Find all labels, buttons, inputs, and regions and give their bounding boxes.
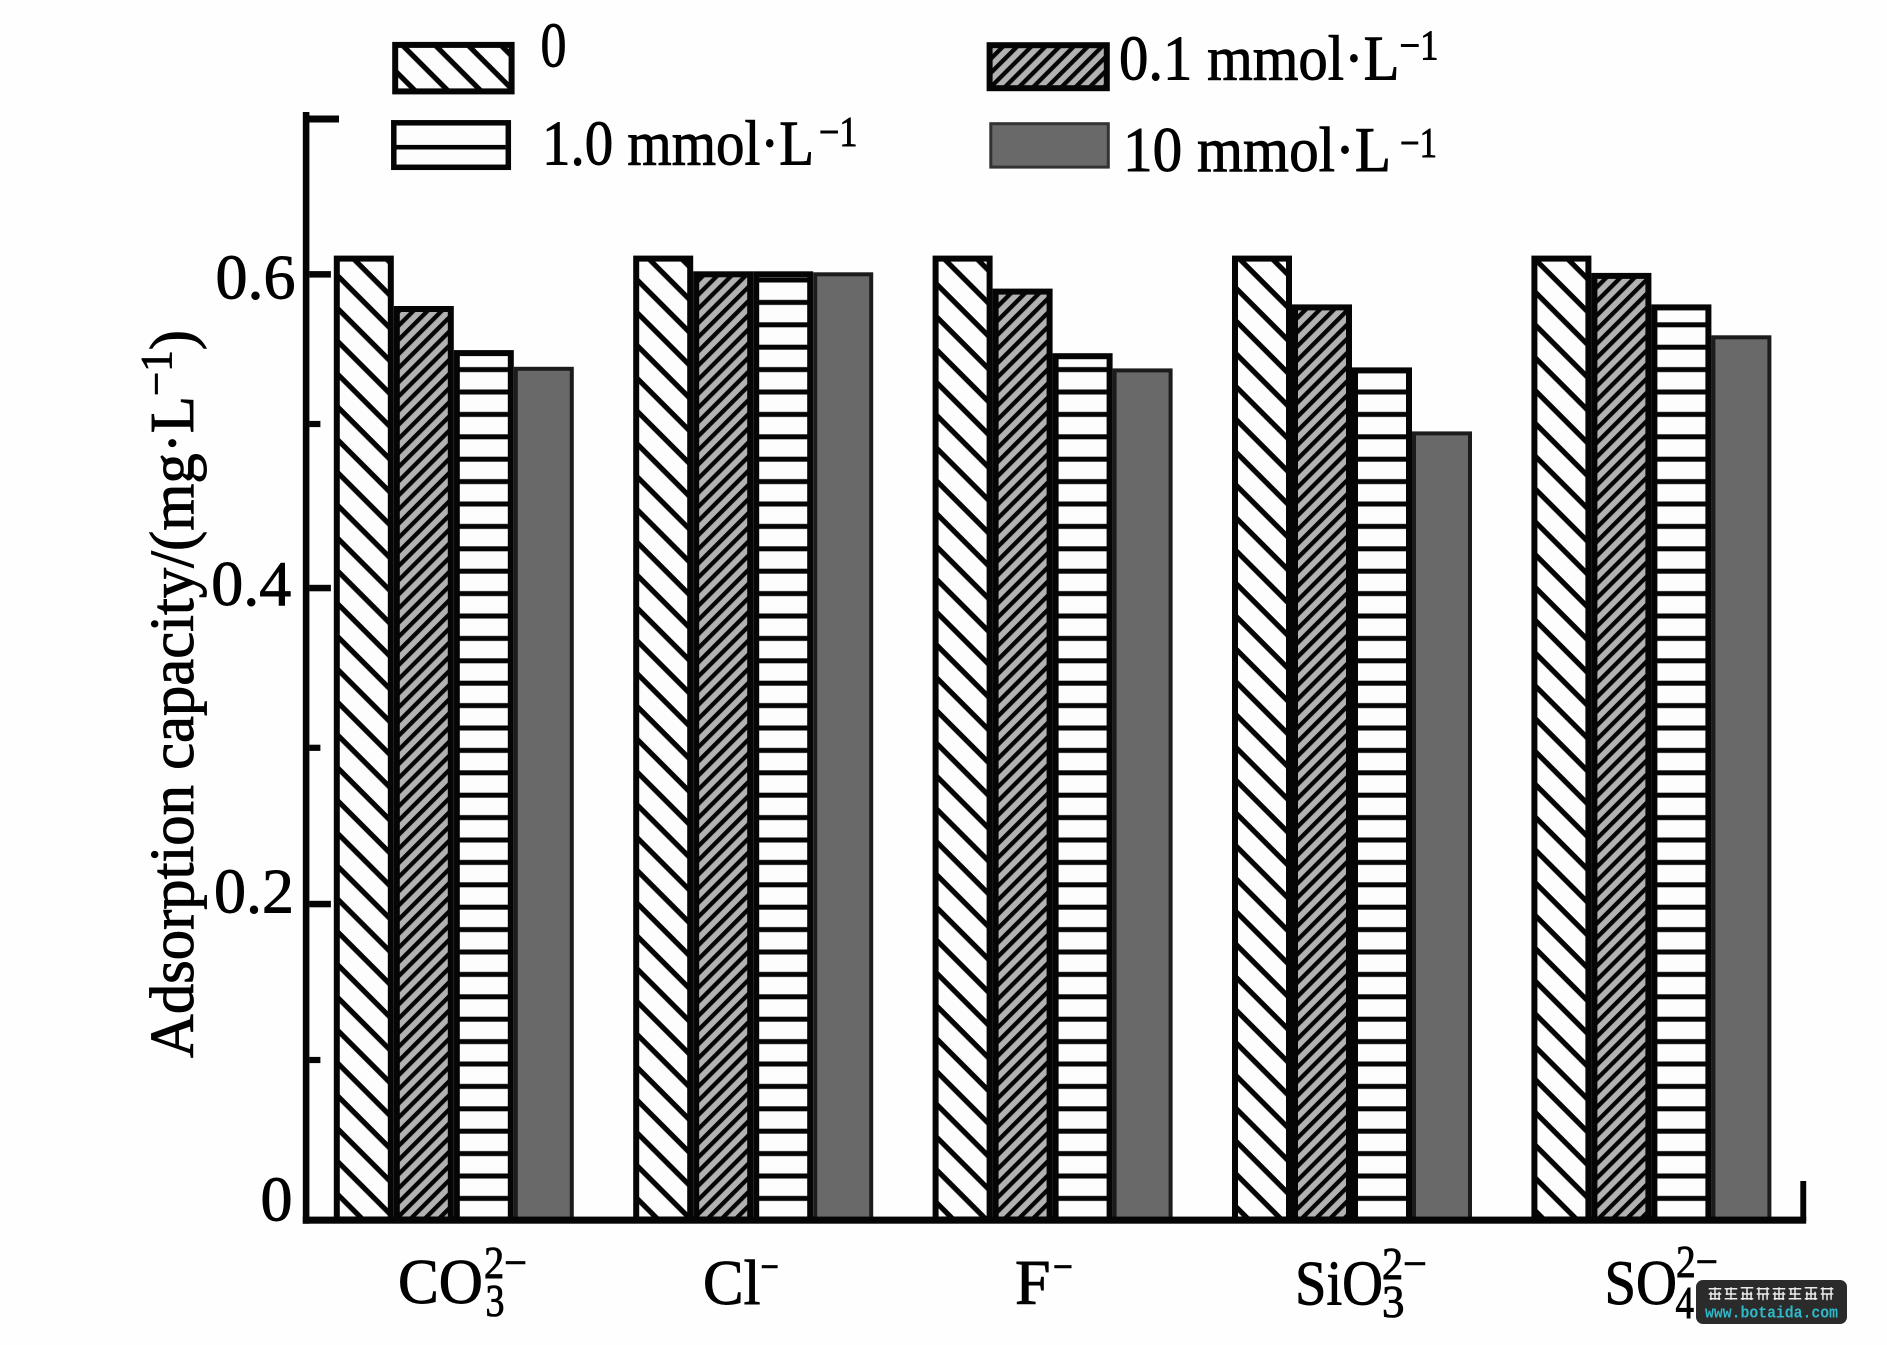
svg-text:www.botaida.com: www.botaida.com bbox=[1705, 1304, 1838, 1323]
svg-text:−1: −1 bbox=[819, 110, 858, 156]
svg-text:10 mmol·L: 10 mmol·L bbox=[1123, 114, 1391, 185]
svg-text:3: 3 bbox=[486, 1275, 505, 1326]
svg-text:2−: 2− bbox=[1382, 1238, 1427, 1289]
svg-text:2−: 2− bbox=[1676, 1236, 1718, 1287]
svg-text:Cl: Cl bbox=[703, 1247, 761, 1318]
svg-text:0: 0 bbox=[261, 1164, 293, 1235]
svg-text:2−: 2− bbox=[484, 1237, 527, 1288]
svg-text:Adsorption capacity/(mg·L−1): Adsorption capacity/(mg·L−1) bbox=[132, 330, 207, 1058]
svg-text:−: − bbox=[1053, 1241, 1073, 1292]
svg-text:CO: CO bbox=[398, 1246, 483, 1317]
svg-text:−1: −1 bbox=[1400, 121, 1437, 167]
svg-text:3: 3 bbox=[1382, 1276, 1405, 1327]
svg-text:0.1 mmol·L: 0.1 mmol·L bbox=[1119, 22, 1400, 93]
svg-text:0.6: 0.6 bbox=[216, 241, 296, 312]
svg-text:0.4: 0.4 bbox=[211, 548, 291, 619]
svg-text:SO: SO bbox=[1605, 1247, 1678, 1318]
svg-text:0: 0 bbox=[541, 10, 567, 81]
svg-text:0.2: 0.2 bbox=[214, 856, 294, 927]
svg-text:F: F bbox=[1015, 1247, 1051, 1318]
svg-text:−: − bbox=[761, 1241, 780, 1292]
svg-text:1.0 mmol·L: 1.0 mmol·L bbox=[542, 108, 814, 179]
svg-text:4: 4 bbox=[1676, 1277, 1695, 1328]
svg-text:−1: −1 bbox=[1400, 24, 1439, 70]
svg-text:SiO: SiO bbox=[1295, 1248, 1383, 1319]
